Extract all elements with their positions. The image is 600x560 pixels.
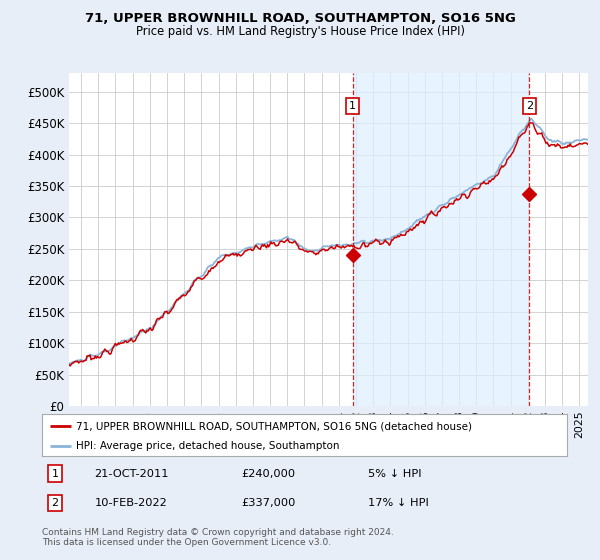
Text: 21-OCT-2011: 21-OCT-2011 bbox=[95, 469, 169, 479]
Text: Price paid vs. HM Land Registry's House Price Index (HPI): Price paid vs. HM Land Registry's House … bbox=[136, 25, 464, 38]
Text: £240,000: £240,000 bbox=[241, 469, 296, 479]
Text: 2: 2 bbox=[52, 498, 59, 508]
Text: Contains HM Land Registry data © Crown copyright and database right 2024.
This d: Contains HM Land Registry data © Crown c… bbox=[42, 528, 394, 547]
Text: 2: 2 bbox=[526, 101, 533, 111]
Text: 1: 1 bbox=[52, 469, 59, 479]
Text: 10-FEB-2022: 10-FEB-2022 bbox=[95, 498, 167, 508]
Text: 71, UPPER BROWNHILL ROAD, SOUTHAMPTON, SO16 5NG (detached house): 71, UPPER BROWNHILL ROAD, SOUTHAMPTON, S… bbox=[76, 421, 472, 431]
Text: 17% ↓ HPI: 17% ↓ HPI bbox=[367, 498, 428, 508]
Text: 71, UPPER BROWNHILL ROAD, SOUTHAMPTON, SO16 5NG: 71, UPPER BROWNHILL ROAD, SOUTHAMPTON, S… bbox=[85, 12, 515, 25]
Bar bbox=[353, 73, 529, 406]
Text: 5% ↓ HPI: 5% ↓ HPI bbox=[367, 469, 421, 479]
Text: £337,000: £337,000 bbox=[241, 498, 296, 508]
Text: 1: 1 bbox=[349, 101, 356, 111]
Text: HPI: Average price, detached house, Southampton: HPI: Average price, detached house, Sout… bbox=[76, 441, 340, 451]
